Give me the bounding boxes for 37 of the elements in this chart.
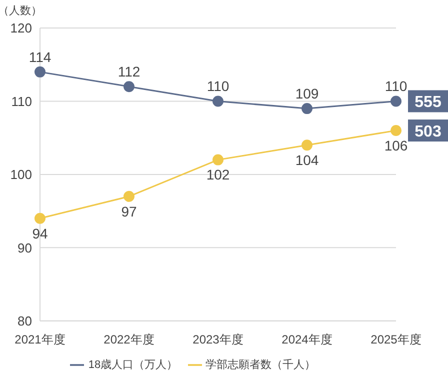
y-axis-title: （人数） [0,5,42,17]
data-label: 110 [384,78,408,94]
x-tick-label: 2023年度 [192,332,244,346]
value-box: 503 [408,120,448,142]
annotation: 555 [414,94,442,112]
data-label: 97 [121,203,137,220]
point [212,154,224,166]
point [390,125,402,136]
y-tick-label: 80 [18,314,32,329]
y-tick-label: 90 [18,240,32,256]
data-label: 110 [206,78,230,94]
point [390,96,402,107]
data-label: 106 [384,137,408,154]
point [212,96,224,107]
data-label: 94 [32,225,48,242]
y-tick-label: 100 [10,167,32,182]
point [34,212,46,224]
legend-label: 学部志願者数（千人） [206,358,316,371]
x-tick-label: 2021年度 [14,332,66,346]
annotation: 503 [414,124,442,141]
x-tick-label: 2024年度 [282,332,332,346]
data-label: 112 [118,64,140,80]
y-tick-label: 110 [11,94,32,109]
point [302,103,312,114]
value-box: 555 [408,90,448,112]
x-tick-label: 2025年度 [370,332,422,346]
point [302,140,312,151]
x-tick-label: 2022年度 [104,332,154,346]
data-label: 109 [295,86,319,102]
point [34,66,46,78]
y-tick-label: 120 [10,20,32,36]
data-label: 102 [206,166,230,183]
data-label: 114 [28,48,52,65]
point [124,190,134,202]
data-label: 104 [295,152,319,168]
legend-label: 18歳人口（万人） [88,358,178,371]
point [124,81,134,92]
